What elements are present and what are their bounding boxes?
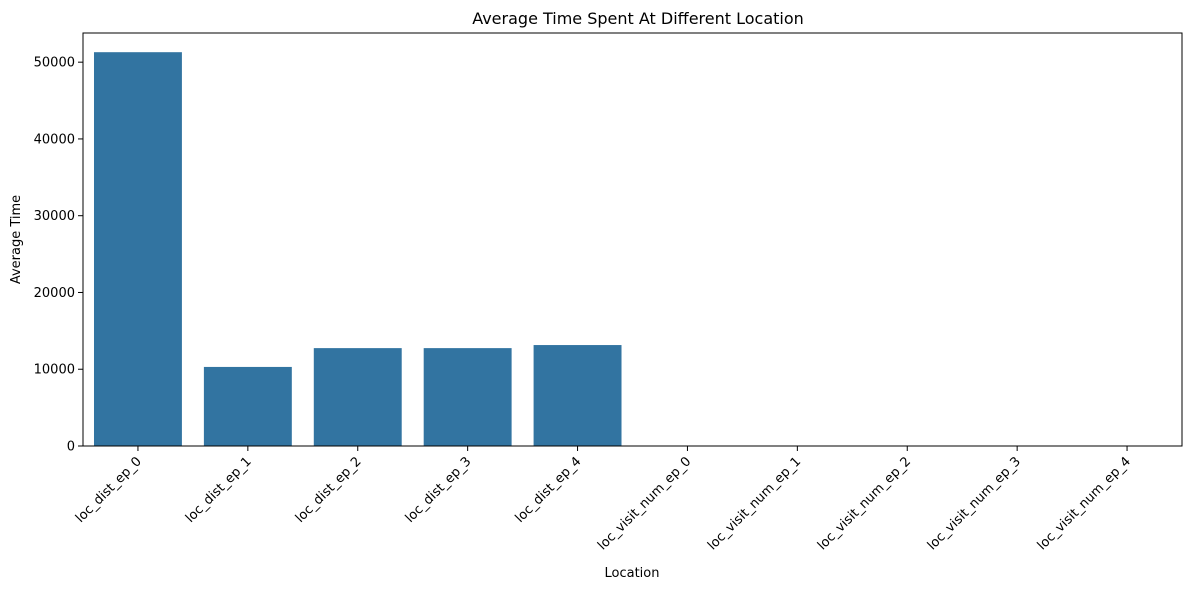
x-tick-label: loc_visit_num_ep_3	[925, 454, 1024, 553]
x-tick-label: loc_dist_ep_2	[293, 454, 365, 526]
x-tick-label: loc_dist_ep_3	[403, 454, 475, 526]
y-tick-label: 20000	[34, 286, 75, 301]
x-tick-label: loc_visit_num_ep_1	[705, 454, 804, 553]
y-axis-label: Average Time	[9, 195, 24, 284]
y-tick-label: 40000	[34, 132, 75, 147]
chart-title: Average Time Spent At Different Location	[472, 9, 804, 28]
y-tick-label: 0	[67, 440, 75, 455]
y-axis: 0 10000 20000 30000 40000 50000	[34, 56, 83, 455]
x-tick-label: loc_visit_num_ep_2	[815, 454, 914, 553]
y-tick-label: 50000	[34, 56, 75, 71]
bar-loc_dist_ep_1	[203, 366, 292, 446]
y-tick-label: 10000	[34, 363, 75, 378]
x-axis-label: Location	[605, 566, 660, 581]
x-tick-label: loc_dist_ep_1	[183, 454, 255, 526]
x-tick-label: loc_dist_ep_4	[513, 454, 585, 526]
x-axis: loc_dist_ep_0 loc_dist_ep_1 loc_dist_ep_2 l…	[73, 446, 1134, 553]
plot-frame	[82, 32, 1183, 447]
x-tick-label: loc_visit_num_ep_4	[1035, 454, 1134, 553]
x-tick-label: loc_dist_ep_0	[73, 454, 145, 526]
bar-loc_dist_ep_0	[93, 52, 182, 447]
x-tick-label: loc_visit_num_ep_0	[595, 454, 694, 553]
bars	[93, 52, 622, 447]
bar-loc_dist_ep_3	[423, 348, 512, 446]
y-tick-label: 30000	[34, 209, 75, 224]
bar-loc_dist_ep_2	[313, 348, 402, 446]
bar-loc_dist_ep_4	[533, 345, 622, 446]
